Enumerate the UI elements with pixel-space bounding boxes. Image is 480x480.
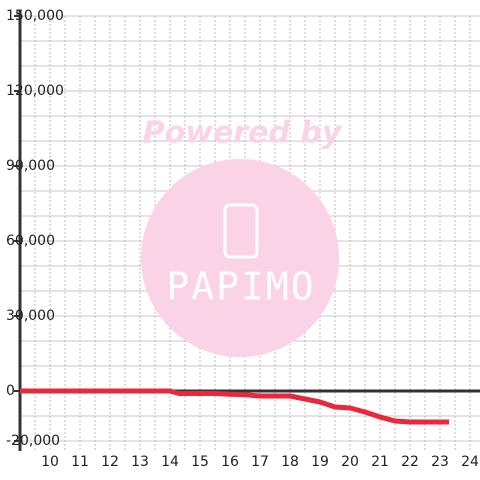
x-tick-label: 24 <box>461 454 479 470</box>
y-tick-label: 150,000 <box>6 8 64 24</box>
y-tick-label: 90,000 <box>6 158 55 174</box>
x-tick-label: 18 <box>281 454 299 470</box>
watermark-phone <box>223 203 259 259</box>
y-tick-label: 120,000 <box>6 83 64 99</box>
x-tick-label: 14 <box>161 454 179 470</box>
line <box>20 388 449 425</box>
y-tick-label: -20,000 <box>6 433 60 449</box>
x-tick-label: 19 <box>311 454 329 470</box>
x-tick-label: 10 <box>41 454 59 470</box>
x-tick-label: 21 <box>371 454 389 470</box>
x-tick-label: 23 <box>431 454 449 470</box>
x-tick-label: 22 <box>401 454 419 470</box>
x-tick-label: 20 <box>341 454 359 470</box>
x-tick-label: 17 <box>251 454 269 470</box>
y-tick-label: 60,000 <box>6 233 55 249</box>
y-tick-label: 0 <box>6 383 15 399</box>
x-tick-label: 12 <box>101 454 119 470</box>
x-tick-label: 15 <box>191 454 209 470</box>
x-tick-label: 11 <box>71 454 89 470</box>
x-tick-label: 13 <box>131 454 149 470</box>
x-tick-label: 16 <box>221 454 239 470</box>
plot: -20,000 0 30,000 60,000 90,000 120,000 150,000… <box>6 8 480 470</box>
watermark-bottom: PAPIMO <box>166 265 315 309</box>
watermark-top: Powered by <box>143 116 343 151</box>
y-tick-label: 30,000 <box>6 308 55 324</box>
watermark: Powered by PAPIMO <box>141 116 343 357</box>
